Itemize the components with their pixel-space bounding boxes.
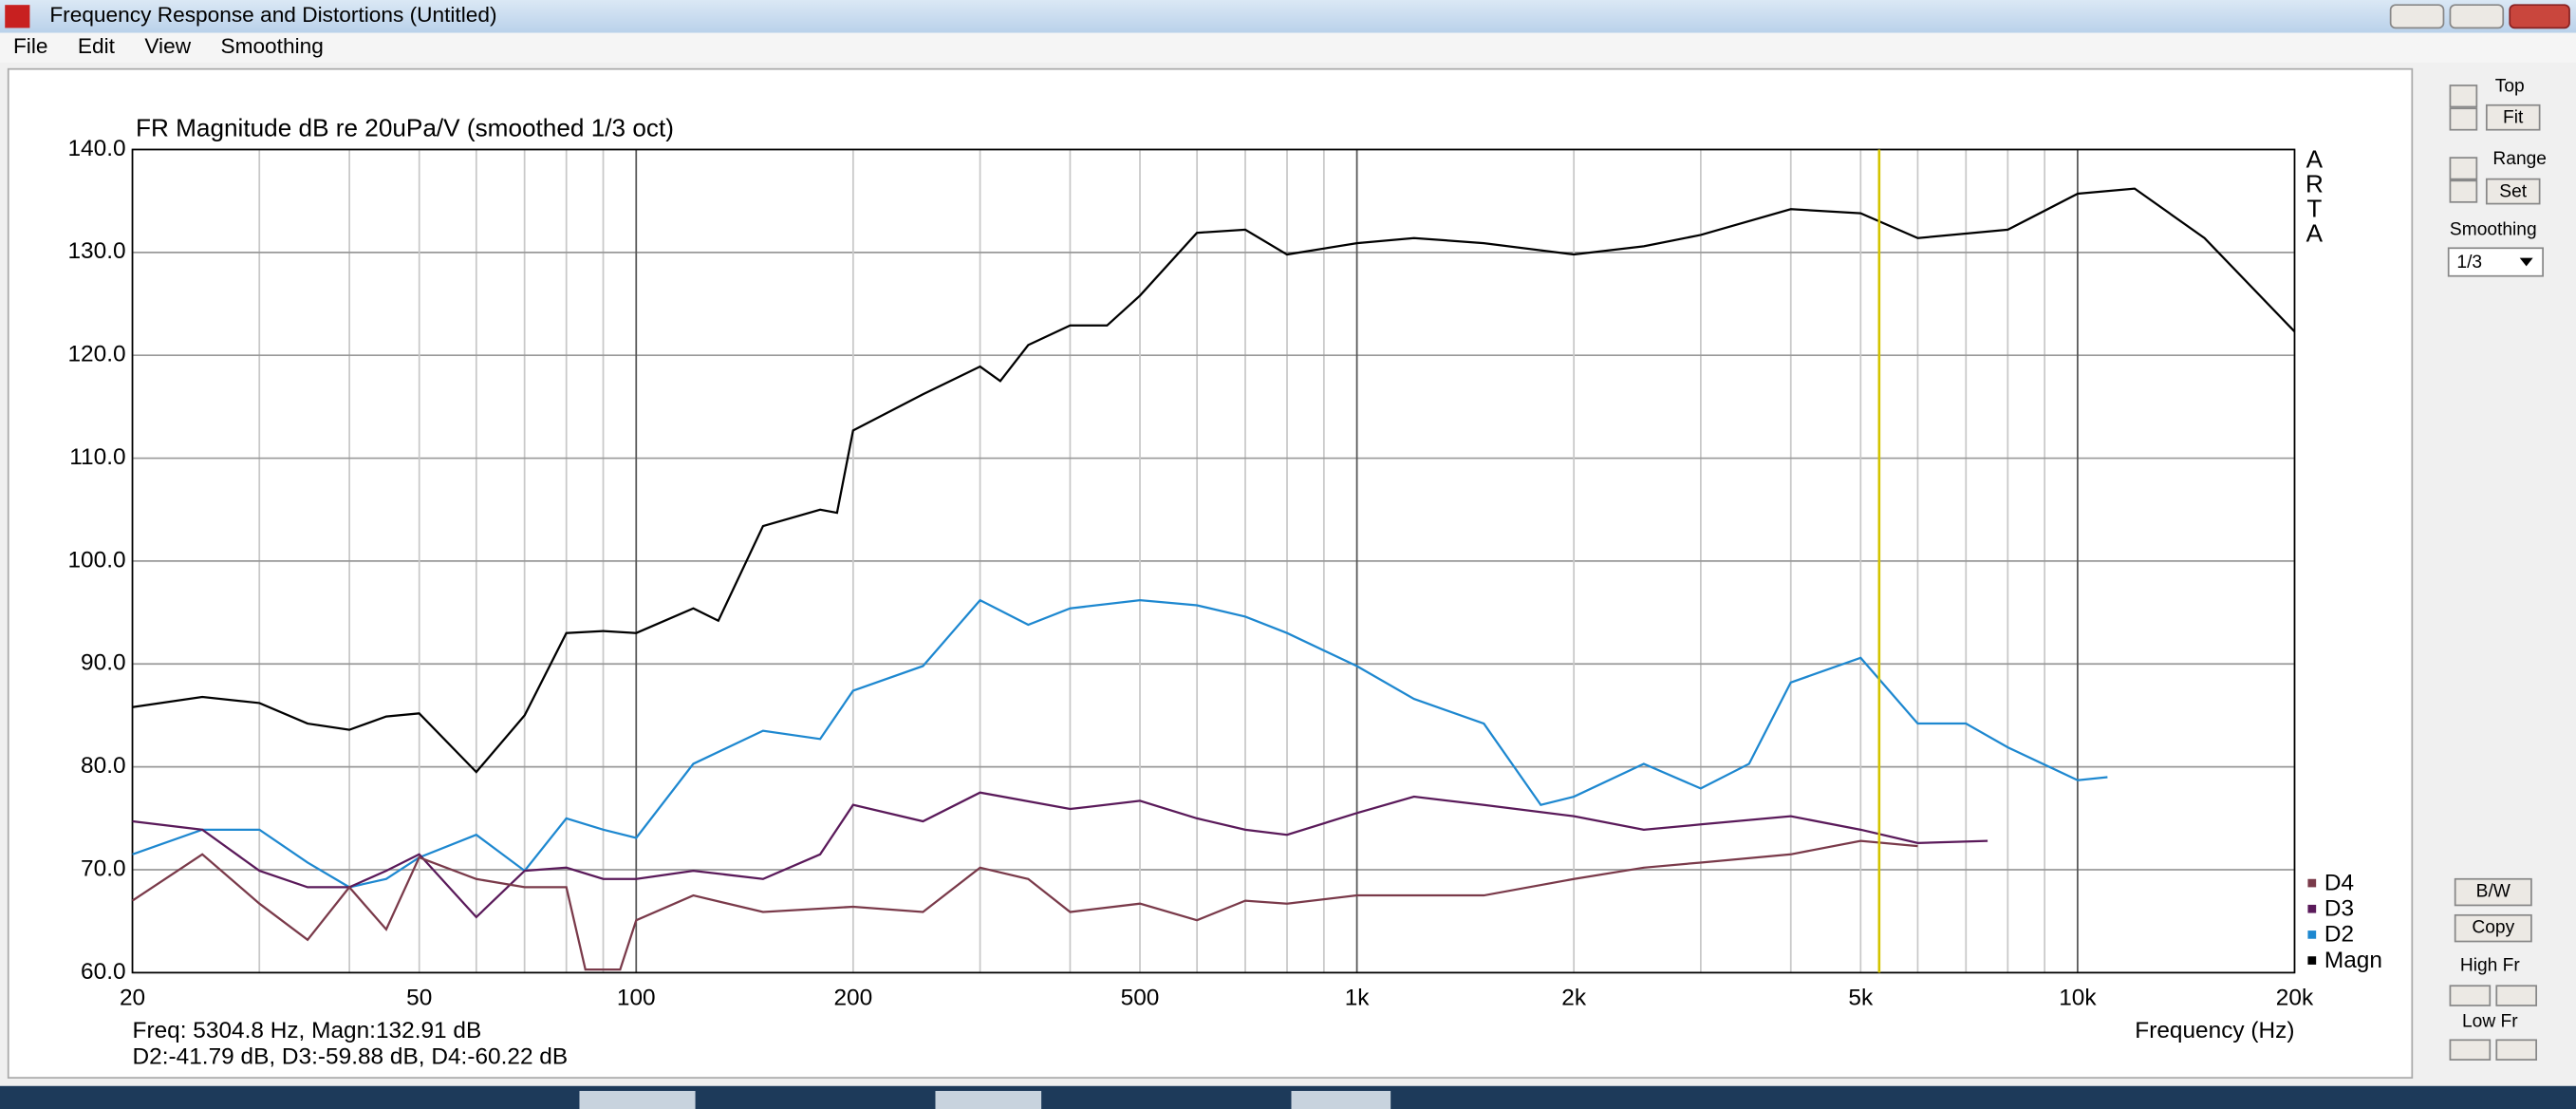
plot-panel <box>7 67 2414 1079</box>
panel-label: Top <box>2495 77 2525 97</box>
button-label: Set <box>2499 182 2527 202</box>
x-tick-label: 1k <box>1345 986 1371 1011</box>
x-tick-label: 50 <box>406 986 432 1011</box>
readout-line: D2:-41.79 dB, D3:-59.88 dB, D4:-60.22 dB <box>133 1044 569 1070</box>
app-icon <box>5 5 30 28</box>
y-tick-label: 60.0 <box>81 959 126 985</box>
plot: 60.0 70.0 80.0 90.0 100.0 110.0 120.0 130.0 140.… <box>67 136 2381 1010</box>
spin-down[interactable] <box>2449 107 2478 131</box>
spin-up[interactable] <box>2449 85 2478 108</box>
side-panel: Top Fit Range Set Smoothing 1/3 B/W Copy… <box>2447 77 2547 1061</box>
select-value: 1/3 <box>2456 253 2482 273</box>
x-tick-label: 200 <box>833 986 872 1011</box>
title-bar <box>0 0 2576 33</box>
menu-item[interactable]: Edit <box>78 34 116 58</box>
x-tick-label: 500 <box>1121 986 1160 1011</box>
y-tick-label: 140.0 <box>67 136 125 161</box>
taskbar-item[interactable] <box>579 1090 696 1109</box>
button-label: B/W <box>2476 882 2511 902</box>
dropdown-arrow <box>2519 257 2533 267</box>
button-label: Fit <box>2503 108 2524 128</box>
x-tick-label: 20k <box>2276 986 2314 1011</box>
y-tick-label: 90.0 <box>81 650 126 676</box>
y-tick-label: 110.0 <box>69 444 125 470</box>
menu-item[interactable]: File <box>13 34 48 58</box>
plot-frame <box>131 148 2296 974</box>
y-tick-label: 120.0 <box>67 342 125 367</box>
legend-swatch <box>2307 956 2317 965</box>
menu-item[interactable]: View <box>144 34 191 58</box>
y-tick-label: 70.0 <box>81 855 126 881</box>
copy-button[interactable] <box>2454 913 2532 943</box>
spin-right[interactable] <box>2495 1039 2538 1061</box>
panel-label: Smoothing <box>2450 219 2537 239</box>
spin-left[interactable] <box>2449 1039 2492 1061</box>
x-tick-label: 2k <box>1561 986 1587 1011</box>
legend-label: D3 <box>2324 896 2354 922</box>
taskbar <box>0 1085 2576 1109</box>
watermark-letter: R <box>2305 169 2324 197</box>
legend-label: D4 <box>2324 870 2354 895</box>
taskbar-item[interactable] <box>1291 1090 1391 1109</box>
watermark-letter: T <box>2306 194 2322 222</box>
y-tick-label: 80.0 <box>81 753 126 779</box>
series-line <box>132 791 1988 919</box>
spin-right[interactable] <box>2495 985 2538 1006</box>
window-title: Frequency Response and Distortions (Unti… <box>49 3 496 27</box>
y-tick-label: 100.0 <box>67 547 125 573</box>
fit-button[interactable] <box>2485 103 2541 131</box>
x-tick-label: 5k <box>1848 986 1874 1011</box>
legend-label: D2 <box>2324 922 2354 948</box>
menu: File Edit View Smoothing <box>13 34 324 58</box>
set-button[interactable] <box>2485 178 2541 205</box>
x-tick-label: 10k <box>2059 986 2097 1011</box>
spin-left[interactable] <box>2449 985 2492 1006</box>
panel-label: Range <box>2492 149 2547 169</box>
menu-item[interactable]: Smoothing <box>220 34 323 58</box>
series-line <box>132 187 2296 774</box>
watermark-letter: A <box>2306 145 2324 174</box>
minimize-button[interactable] <box>2389 4 2445 29</box>
panel-label: Low Fr <box>2462 1011 2518 1031</box>
x-axis-label: Frequency (Hz) <box>2135 1018 2294 1043</box>
button-label: Copy <box>2472 918 2514 938</box>
bw-button[interactable] <box>2454 877 2532 907</box>
panel-label: High Fr <box>2460 956 2521 976</box>
series-line <box>131 839 1918 971</box>
chart-title: FR Magnitude dB re 20uPa/V (smoothed 1/3… <box>136 114 674 142</box>
spin-up[interactable] <box>2449 157 2478 180</box>
legend-swatch <box>2307 904 2317 913</box>
taskbar-item[interactable] <box>935 1090 1042 1109</box>
menu-bar <box>0 32 2576 63</box>
spin-down[interactable] <box>2449 179 2478 203</box>
series-line <box>132 598 2108 889</box>
close-button[interactable] <box>2509 4 2570 29</box>
watermark-letter: A <box>2306 218 2324 247</box>
legend-swatch <box>2307 930 2317 939</box>
legend-swatch <box>2307 878 2317 888</box>
x-tick-label: 20 <box>120 986 145 1011</box>
x-tick-label: 100 <box>617 986 656 1011</box>
readout-line: Freq: 5304.8 Hz, Magn:132.91 dB <box>133 1018 482 1043</box>
legend-label: Magn <box>2324 948 2382 973</box>
y-tick-label: 130.0 <box>67 238 125 264</box>
maximize-button[interactable] <box>2449 4 2505 29</box>
